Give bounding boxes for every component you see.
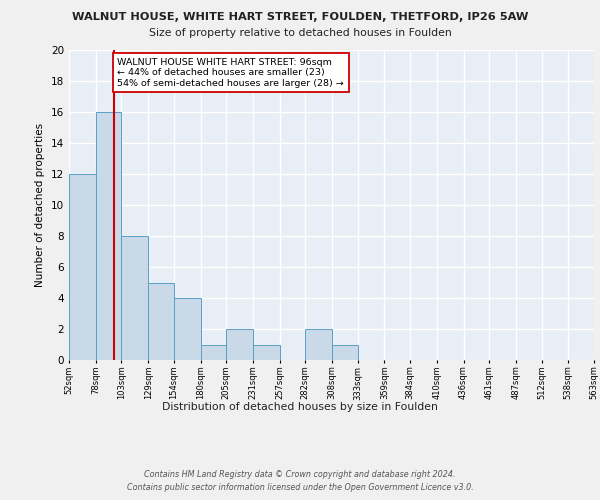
Bar bbox=[174, 298, 200, 360]
Bar bbox=[121, 236, 148, 360]
Text: Size of property relative to detached houses in Foulden: Size of property relative to detached ho… bbox=[149, 28, 451, 38]
Bar bbox=[253, 344, 280, 360]
Text: Distribution of detached houses by size in Foulden: Distribution of detached houses by size … bbox=[162, 402, 438, 412]
Bar bbox=[305, 329, 332, 360]
Bar bbox=[332, 344, 358, 360]
Bar bbox=[148, 282, 174, 360]
Text: Contains HM Land Registry data © Crown copyright and database right 2024.
Contai: Contains HM Land Registry data © Crown c… bbox=[127, 470, 473, 492]
Bar bbox=[69, 174, 96, 360]
Bar bbox=[96, 112, 121, 360]
Bar bbox=[226, 329, 253, 360]
Text: WALNUT HOUSE, WHITE HART STREET, FOULDEN, THETFORD, IP26 5AW: WALNUT HOUSE, WHITE HART STREET, FOULDEN… bbox=[72, 12, 528, 22]
Text: WALNUT HOUSE WHITE HART STREET: 96sqm
← 44% of detached houses are smaller (23)
: WALNUT HOUSE WHITE HART STREET: 96sqm ← … bbox=[117, 58, 344, 88]
Y-axis label: Number of detached properties: Number of detached properties bbox=[35, 123, 46, 287]
Bar bbox=[200, 344, 226, 360]
